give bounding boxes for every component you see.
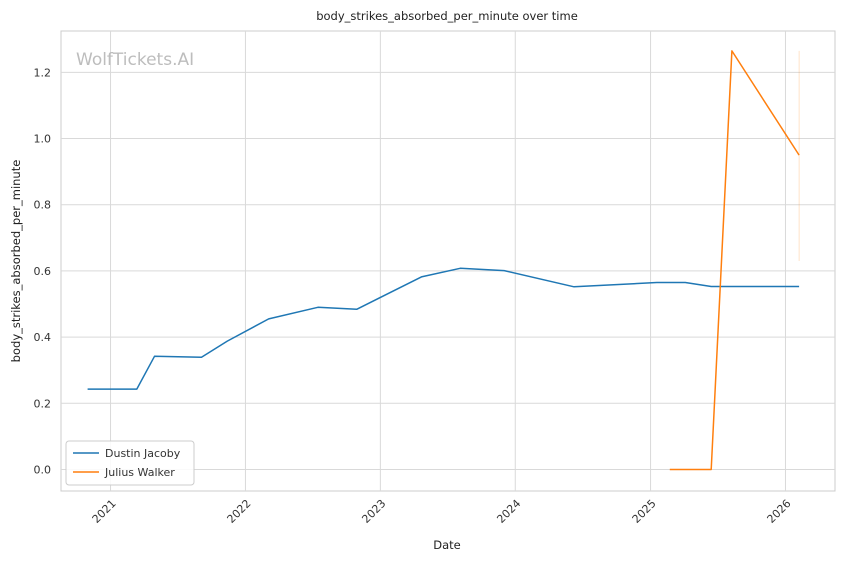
x-axis-label: Date [433, 538, 461, 552]
y-tick-label-1.2: 1.2 [34, 66, 52, 79]
y-tick-label-0.0: 0.0 [34, 463, 52, 476]
legend-label-dustin-jacoby: Dustin Jacoby [105, 447, 181, 460]
legend: Dustin Jacoby Julius Walker [65, 440, 195, 486]
plot-frame [60, 30, 836, 492]
x-tick-label-2026: 2026 [765, 497, 794, 526]
legend-label-julius-walker: Julius Walker [104, 466, 175, 479]
x-tick-label-2022: 2022 [225, 497, 254, 526]
series-line-julius-walker [669, 50, 800, 471]
y-tick-label-0.4: 0.4 [34, 331, 52, 344]
grid [61, 31, 835, 491]
plot-area [60, 30, 836, 492]
x-tick-label-2024: 2024 [494, 497, 523, 526]
watermark: WolfTickets.AI [76, 50, 194, 70]
y-axis-label: body_strikes_absorbed_per_minute [9, 160, 23, 363]
x-tick-label-2025: 2025 [630, 497, 659, 526]
y-tick-label-1.0: 1.0 [34, 133, 52, 146]
series-layer [87, 50, 800, 471]
y-tick-labels: 0.0 0.2 0.4 0.6 0.8 1.0 1.2 [34, 66, 52, 476]
y-tick-label-0.2: 0.2 [34, 397, 52, 410]
y-tick-label-0.6: 0.6 [34, 265, 52, 278]
x-tick-labels: 2021 2022 2023 2024 2025 2026 [90, 497, 794, 526]
legend-box [65, 440, 195, 486]
series-line-dustin-jacoby [87, 267, 800, 390]
chart-title: body_strikes_absorbed_per_minute over ti… [316, 9, 578, 23]
x-tick-label-2021: 2021 [90, 497, 119, 526]
x-tick-label-2023: 2023 [359, 497, 388, 526]
y-tick-label-0.8: 0.8 [34, 199, 52, 212]
